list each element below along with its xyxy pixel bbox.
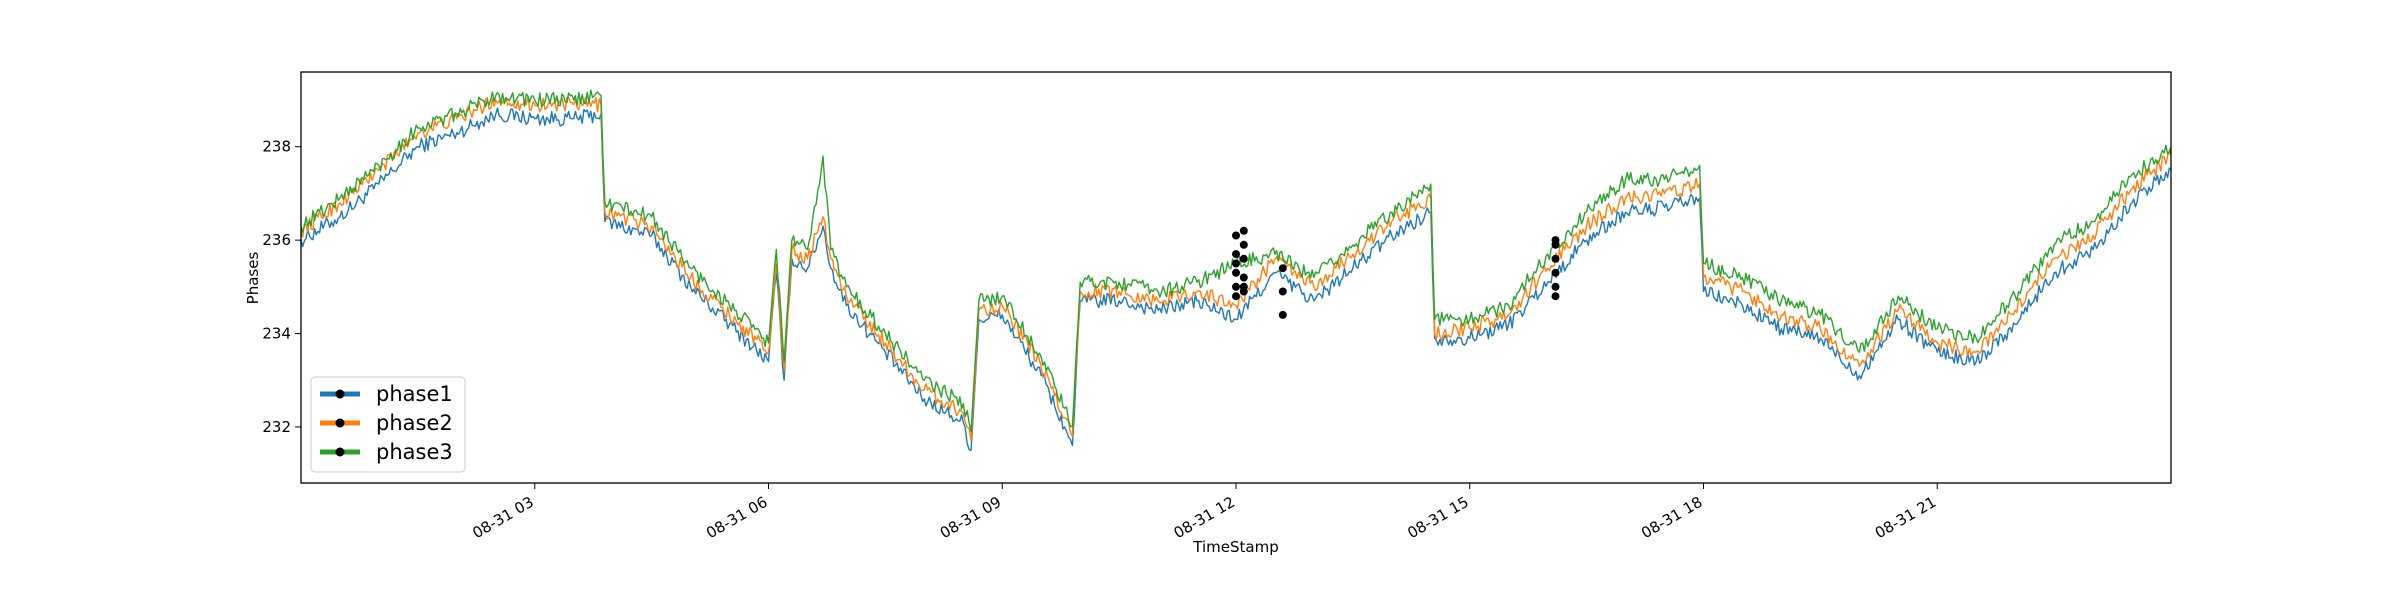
y-tick-label: 238 <box>262 138 291 156</box>
data-marker <box>1551 292 1560 301</box>
data-marker <box>1232 250 1240 259</box>
data-marker <box>1232 259 1240 268</box>
legend: phase1 phase2 phase3 <box>310 376 466 473</box>
legend-marker-phase3 <box>335 447 345 457</box>
data-marker <box>1239 282 1248 291</box>
y-axis: 232 234 236 238 <box>262 138 301 436</box>
data-marker <box>1551 282 1560 291</box>
legend-label-phase1: phase1 <box>376 382 453 406</box>
data-marker <box>1239 226 1248 235</box>
data-marker <box>1551 268 1560 277</box>
legend-label-phase2: phase2 <box>376 411 453 435</box>
data-marker <box>1232 282 1240 291</box>
data-marker <box>1239 273 1248 282</box>
legend-marker-phase2 <box>335 418 345 428</box>
data-marker <box>1278 310 1287 319</box>
data-marker <box>1551 240 1560 249</box>
legend-box <box>310 376 466 473</box>
data-marker <box>1278 264 1287 273</box>
legend-marker-phase1 <box>335 389 345 399</box>
legend-label-phase3: phase3 <box>376 440 453 464</box>
data-marker <box>1232 231 1240 240</box>
data-marker <box>1239 254 1248 263</box>
series-line-phase2 <box>300 96 2172 442</box>
marker-layer <box>1232 226 1560 319</box>
data-marker <box>1232 268 1240 277</box>
series-line-phase1 <box>300 107 2172 451</box>
data-marker <box>1551 254 1560 263</box>
x-axis-label: TimeStamp <box>1192 538 1278 556</box>
data-marker <box>1239 240 1248 249</box>
y-tick-label: 236 <box>262 231 291 249</box>
y-tick-label: 232 <box>262 418 291 436</box>
y-axis-label: Phases <box>244 252 262 305</box>
data-marker <box>1232 292 1240 301</box>
y-tick-label: 234 <box>262 325 291 343</box>
data-marker <box>1278 287 1287 296</box>
